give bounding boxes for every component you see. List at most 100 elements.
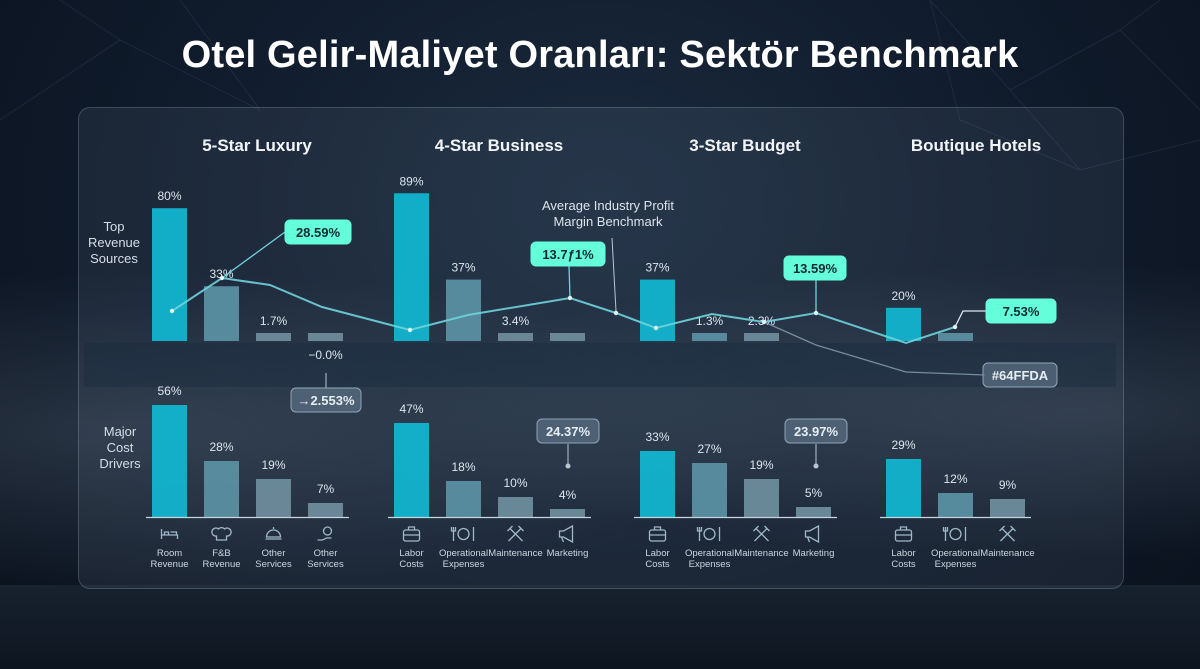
cost-value-label: 7% [317,482,335,496]
cost-bar [692,463,727,517]
cost-bar [308,503,343,517]
group-title: 5-Star Luxury [202,136,312,155]
plate-cutlery-icon [696,527,721,541]
callout-dot [565,463,571,469]
revenue-value-label: −0.0% [308,348,343,362]
service-bell-icon [265,527,282,540]
cost-bar [152,405,187,517]
row-label-revenue: Top [104,219,125,234]
hand-coin-icon [317,526,333,541]
revenue-bar [938,333,973,341]
page-title: Otel Gelir-Maliyet Oranları: Sektör Benc… [181,34,1019,76]
bed-icon [160,529,179,539]
revenue-bar [394,193,429,341]
cost-callout-box [784,418,848,444]
cost-bar [938,493,973,517]
benchmark-label-pointer [611,237,617,312]
category-label: Expenses [443,559,485,570]
group-title: 4-Star Business [435,136,564,155]
category-label: Room [157,548,182,559]
category-label: Expenses [935,559,977,570]
benchmark-callout: 13.59% [793,261,838,276]
category-label: Labor [399,548,423,559]
category-label: Services [307,559,344,570]
revenue-bar [692,333,727,341]
benchmark-point [169,308,175,314]
benchmark-point [813,310,819,316]
category-label: Expenses [689,559,731,570]
cost-callout-box [290,387,362,413]
megaphone-icon [558,524,574,544]
row-label-cost: Major [104,424,137,439]
cost-bar [990,499,1025,517]
cost-value-label: 5% [805,486,823,500]
tools-icon [753,525,770,542]
cost-callout-box [536,418,600,444]
row-label-revenue: Revenue [88,235,140,250]
cost-value-label: 28% [209,440,233,454]
cost-value-label: 27% [697,442,721,456]
category-label: F&B [212,548,230,559]
category-label: Costs [399,559,424,570]
cost-bar [640,451,675,517]
callout-pointer [221,231,286,279]
cost-callout: →2.553% [297,393,355,408]
row-label-revenue: Sources [90,251,138,266]
cost-value-label: 18% [451,460,475,474]
category-label: Labor [645,548,669,559]
cost-value-label: 33% [645,430,669,444]
revenue-bar [744,333,779,341]
revenue-value-label: 80% [157,189,181,203]
benchmark-point [407,327,413,333]
category-label: Revenue [202,559,240,570]
cost-bar [256,479,291,517]
row-label-cost: Cost [107,440,134,455]
category-label: Costs [645,559,670,570]
row-label-cost: Drivers [99,456,141,471]
benchmark-point [761,319,767,325]
benchmark-point [613,310,619,316]
cost-bar [796,507,831,517]
category-label: Maintenance [980,548,1034,559]
revenue-bar [640,279,675,341]
benchmark-callout: 7.53% [1003,304,1040,319]
category-label: Marketing [793,548,835,559]
revenue-bar [886,307,921,341]
revenue-value-label: 37% [645,261,669,275]
cost-value-label: 19% [749,458,773,472]
megaphone-icon [804,524,820,544]
series-color-label: #64FFDA [992,368,1049,383]
callout-pointer [568,265,571,299]
benchmark-callout-box [783,255,847,281]
revenue-bar [498,333,533,341]
benchmark-point [567,295,573,301]
chef-hat-icon [211,527,232,541]
category-label: Maintenance [488,548,542,559]
plate-cutlery-icon [450,527,475,541]
briefcase-icon [894,526,913,542]
cost-bar [446,481,481,517]
tools-icon [999,525,1016,542]
cost-callout: 23.97% [794,424,839,439]
category-label: Costs [891,559,916,570]
category-label: Operational [685,548,734,559]
series-color-label-box [982,362,1058,388]
callout-pointer [954,310,986,328]
benchmark-callout: 13.7ƒ1% [542,247,594,262]
cost-value-label: 12% [943,472,967,486]
revenue-value-label: 3.4% [502,314,530,328]
category-label: Marketing [547,548,589,559]
category-label: Operational [439,548,488,559]
benchmark-point [952,324,958,330]
revenue-value-label: 1.7% [260,314,288,328]
cost-value-label: 19% [261,458,285,472]
cost-value-label: 29% [891,438,915,452]
cost-bar [498,497,533,517]
category-label: Other [262,548,286,559]
revenue-bar [204,286,239,341]
category-label: Operational [931,548,980,559]
plate-cutlery-icon [942,527,967,541]
benchmark-label: Margin Benchmark [553,214,663,229]
row-separator-band [84,343,1116,387]
